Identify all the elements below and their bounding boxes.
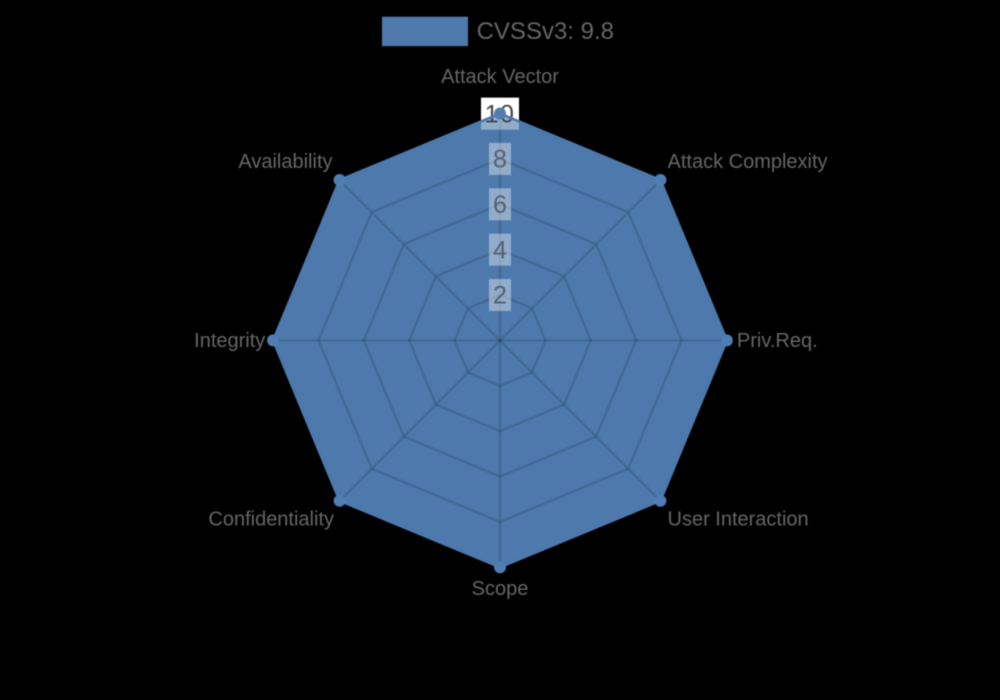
svg-text:Confidentiality: Confidentiality: [208, 509, 334, 531]
svg-text:8: 8: [493, 146, 507, 174]
svg-text:6: 6: [493, 191, 507, 219]
svg-text:Attack Vector: Attack Vector: [441, 66, 559, 88]
svg-text:Scope: Scope: [472, 578, 529, 600]
svg-text:Integrity: Integrity: [194, 330, 265, 352]
svg-text:Attack Complexity: Attack Complexity: [668, 151, 828, 173]
svg-text:Priv.Req.: Priv.Req.: [737, 330, 818, 352]
svg-text:CVSSv3: 9.8: CVSSv3: 9.8: [477, 18, 614, 45]
svg-text:2: 2: [493, 282, 507, 310]
svg-text:User Interaction: User Interaction: [668, 508, 809, 530]
svg-text:4: 4: [493, 236, 507, 264]
svg-text:Availability: Availability: [238, 151, 332, 173]
